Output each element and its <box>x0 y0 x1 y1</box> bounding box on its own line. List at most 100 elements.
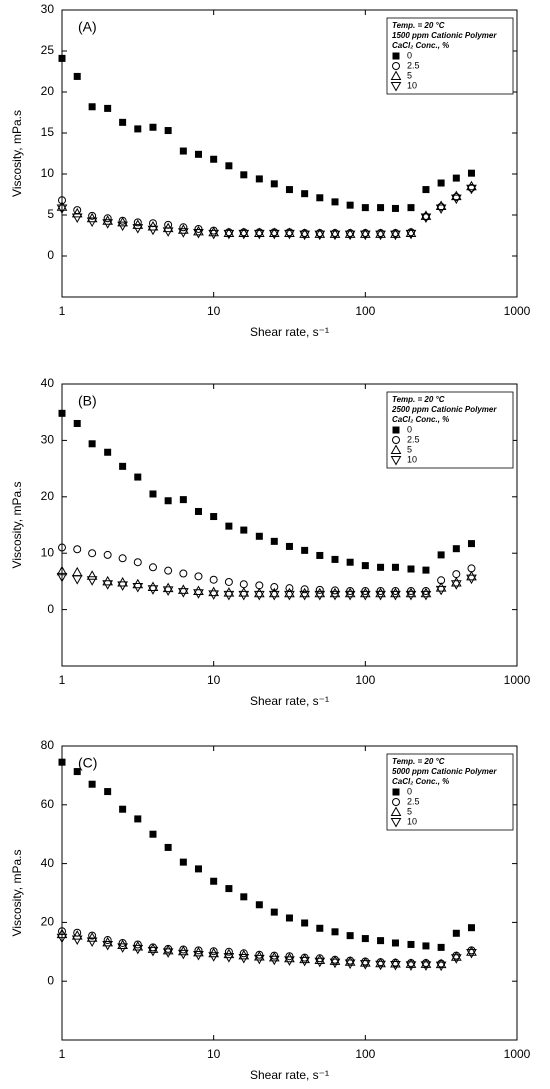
data-point <box>375 230 386 241</box>
data-point <box>134 473 142 481</box>
data-point <box>71 935 83 945</box>
data-point <box>422 566 430 574</box>
data-point <box>102 219 114 229</box>
data-point <box>329 955 341 965</box>
data-point <box>86 570 98 580</box>
data-point <box>133 218 142 227</box>
data-point <box>238 590 250 601</box>
data-point <box>435 958 447 969</box>
data-point <box>407 940 415 948</box>
data-point <box>284 956 295 966</box>
y-tick-label: 10 <box>41 166 55 180</box>
data-point <box>390 958 401 968</box>
data-point <box>86 576 98 586</box>
data-point <box>316 194 324 202</box>
data-point <box>375 957 386 968</box>
data-point <box>390 230 401 241</box>
data-point <box>301 546 309 554</box>
data-point <box>56 928 68 939</box>
data-point <box>377 563 385 571</box>
data-point <box>420 958 432 968</box>
data-point <box>361 935 369 943</box>
data-point <box>193 951 204 961</box>
data-point <box>88 211 97 220</box>
data-point <box>73 768 81 776</box>
data-point <box>177 588 189 598</box>
legend-label: 5 <box>407 70 412 80</box>
data-point <box>452 929 460 937</box>
data-point <box>329 958 341 969</box>
data-point <box>177 228 189 238</box>
legend-title: 1500 ppm Cationic Polymer <box>392 31 497 40</box>
data-point <box>346 932 354 940</box>
x-tick-label: 10 <box>207 1047 221 1061</box>
data-point <box>314 957 326 968</box>
plot-frame <box>61 383 518 667</box>
data-point <box>466 184 477 195</box>
data-point <box>331 928 339 936</box>
data-point <box>268 229 280 240</box>
data-point <box>102 215 114 225</box>
data-point <box>117 581 128 591</box>
data-point <box>299 230 311 241</box>
data-point <box>329 590 341 601</box>
data-point <box>268 587 280 598</box>
data-point <box>435 200 447 210</box>
data-point <box>405 227 417 238</box>
y-tick-label: 20 <box>41 915 55 929</box>
data-point <box>147 581 159 592</box>
data-point <box>71 575 83 585</box>
data-point <box>118 554 127 563</box>
data-point <box>314 228 326 238</box>
data-point <box>422 186 430 194</box>
legend-marker <box>392 798 400 806</box>
data-point <box>179 569 188 578</box>
data-point <box>435 585 447 596</box>
data-point <box>270 908 278 916</box>
data-point <box>316 924 324 932</box>
data-point <box>103 550 112 559</box>
data-point <box>255 532 263 540</box>
data-point <box>285 914 293 922</box>
data-point <box>450 190 462 201</box>
legend-marker <box>390 82 402 92</box>
data-point <box>253 587 265 598</box>
legend-title: Temp. = 20 °C <box>392 395 445 404</box>
x-tick-label: 1000 <box>504 1047 531 1061</box>
data-point <box>405 587 417 598</box>
data-point <box>117 221 128 232</box>
data-point <box>134 125 142 133</box>
data-point <box>299 590 311 601</box>
data-point <box>361 204 369 212</box>
data-point <box>193 585 204 595</box>
legend-marker <box>390 806 402 816</box>
data-point <box>132 224 144 234</box>
data-point <box>56 933 68 944</box>
data-point <box>344 230 356 241</box>
data-point <box>88 780 96 788</box>
data-point <box>147 946 159 957</box>
data-point <box>134 815 142 823</box>
legend-label: 0 <box>407 786 412 796</box>
data-point <box>148 563 157 572</box>
data-point <box>224 577 233 586</box>
data-point <box>285 542 293 550</box>
data-point <box>314 954 326 965</box>
y-tick-label: 15 <box>41 125 55 139</box>
data-point <box>299 587 311 598</box>
data-point <box>300 585 309 594</box>
data-point <box>58 196 66 205</box>
data-point <box>194 150 202 158</box>
x-tick-label: 1000 <box>504 673 531 687</box>
data-point <box>73 545 82 554</box>
data-point <box>466 180 477 191</box>
data-point <box>208 226 220 237</box>
data-point <box>119 118 127 126</box>
data-point <box>240 526 248 534</box>
data-point <box>164 566 173 575</box>
data-point <box>162 586 174 596</box>
data-point <box>58 409 66 417</box>
data-point <box>86 932 98 942</box>
data-point <box>331 198 339 206</box>
data-point <box>346 558 354 566</box>
